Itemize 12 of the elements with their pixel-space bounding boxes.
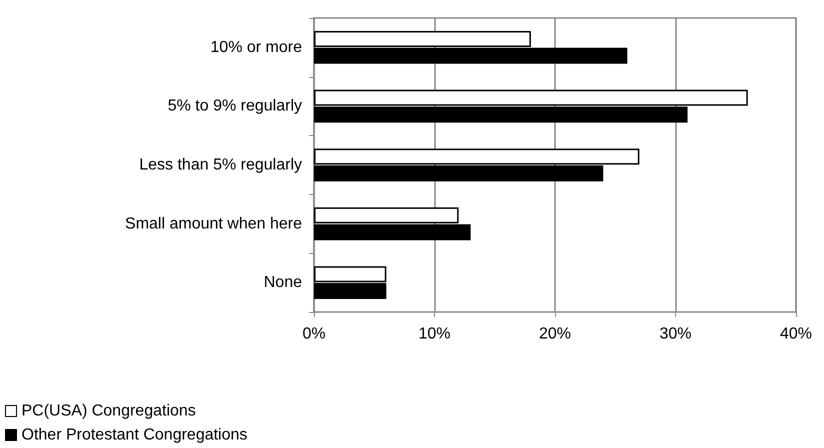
x-tick-label: 20% (538, 326, 572, 342)
y-tick-label: None (264, 274, 302, 292)
x-tick-label: 10% (418, 326, 451, 342)
legend-label: Other Protestant Congregations (22, 426, 248, 444)
x-tick-label: 40% (780, 326, 812, 342)
y-tick-label: Small amount when here (125, 215, 302, 232)
x-tick-label: 0% (302, 326, 326, 342)
y-tick-label: Less than 5% regularly (139, 156, 302, 174)
x-tick-label: 30% (659, 326, 692, 342)
y-tick-label: 5% to 9% regularly (168, 98, 302, 115)
y-tick-label: 10% or more (210, 38, 302, 56)
legend-label: PC(USA) Congregations (22, 402, 196, 420)
